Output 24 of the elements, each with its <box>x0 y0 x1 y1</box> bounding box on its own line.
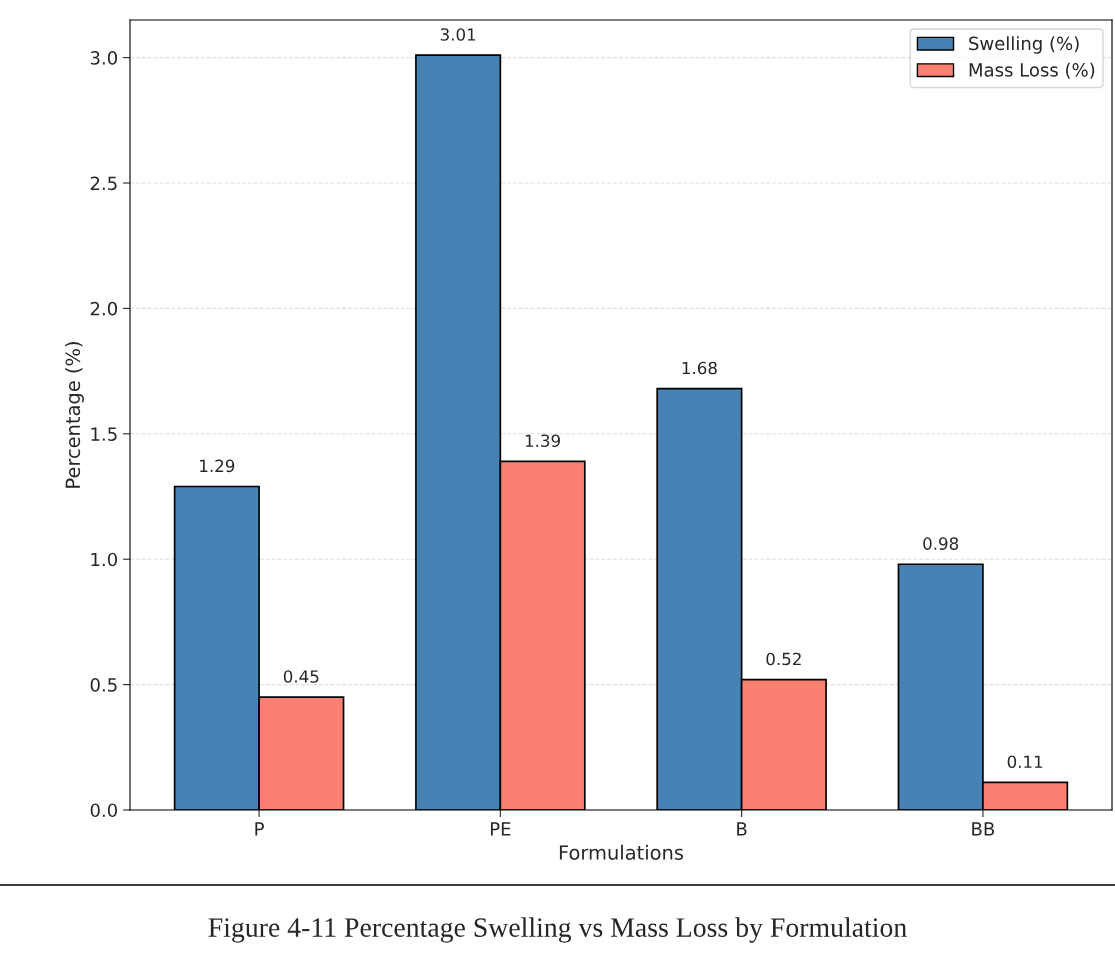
data-label: 0.45 <box>283 670 319 683</box>
x-axis-title: Formulations <box>559 844 684 860</box>
caption: Figure 4-11 Percentage Swelling vs Mass Loss by Formulation <box>208 917 907 943</box>
y-tick-label: 3.0 <box>90 51 117 65</box>
x-tick-label: BB <box>972 822 995 836</box>
data-label: 3.01 <box>440 28 476 41</box>
x-tick-label: P <box>255 822 264 836</box>
y-tick-label: 2.0 <box>90 301 117 316</box>
y-tick-label: 2.5 <box>90 176 117 191</box>
x-tick-label: B <box>737 822 747 836</box>
data-label: 0.11 <box>1007 755 1043 769</box>
legend-label: Swelling (%) <box>969 36 1079 54</box>
data-label: 0.98 <box>923 537 959 550</box>
y-axis-title: Percentage (%) <box>65 342 84 488</box>
data-label: 1.29 <box>200 459 235 473</box>
data-label: 1.39 <box>525 434 560 448</box>
data-label: 1.68 <box>682 361 717 375</box>
legend-label: Mass Loss (%) <box>969 62 1095 79</box>
y-tick-label: 0.5 <box>90 678 117 692</box>
y-tick-label: 0.0 <box>90 803 117 818</box>
data-label: 0.52 <box>766 652 801 666</box>
y-tick-label: 1.0 <box>91 552 117 567</box>
y-tick-label: 1.5 <box>91 427 117 441</box>
x-tick-label: PE <box>490 822 511 836</box>
